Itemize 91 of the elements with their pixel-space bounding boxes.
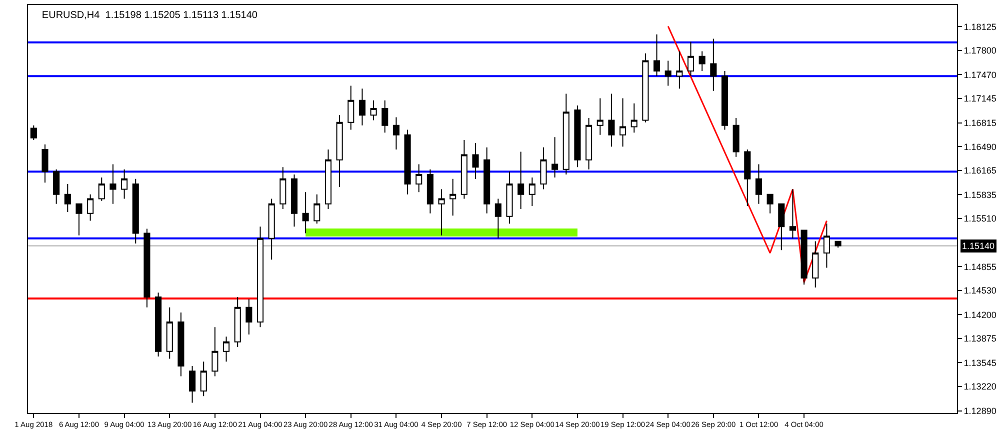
candlestick [472, 142, 479, 180]
candlestick [528, 176, 536, 207]
candlestick [314, 194, 320, 224]
y-tick-label: 1.13220 [964, 382, 996, 392]
candlestick [121, 168, 128, 200]
candlestick [812, 240, 819, 288]
y-tick-label: 1.17145 [964, 94, 996, 104]
candlestick [766, 194, 774, 214]
candlestick [144, 228, 150, 308]
candlestick [132, 178, 139, 244]
candlestick [280, 166, 286, 210]
candlestick [676, 50, 683, 90]
candlestick [426, 168, 434, 214]
candlestick [574, 105, 581, 168]
candlestick [234, 296, 241, 348]
candlestick [642, 52, 649, 123]
candlestick [336, 114, 343, 188]
candlestick [494, 198, 502, 239]
candlestick [155, 292, 162, 357]
candlestick [710, 38, 717, 92]
candlestick [382, 100, 388, 134]
candlestick [189, 366, 196, 404]
candlestick [562, 93, 570, 176]
candlestick [76, 203, 82, 236]
candlestick [506, 171, 513, 224]
candlestick [755, 164, 762, 204]
candlestick [200, 361, 207, 397]
y-tick-label: 1.13875 [964, 334, 996, 344]
candlestick [630, 102, 638, 134]
candlestick [608, 93, 615, 148]
candlestick [687, 41, 694, 77]
candlestick [460, 140, 468, 200]
candlestick [596, 98, 604, 136]
y-tick-label: 1.16490 [964, 142, 996, 152]
candlestick [110, 164, 116, 204]
candlestick [586, 118, 592, 170]
candlestick [416, 164, 422, 193]
y-tick-label: 1.14530 [964, 286, 996, 296]
y-tick-label: 1.18125 [964, 22, 996, 32]
ref-line-label: 1.15140 [962, 241, 995, 251]
y-tick-label: 1.16165 [964, 166, 996, 176]
y-tick-label: 1.15835 [964, 190, 996, 200]
candlestick [834, 240, 842, 248]
y-tick-label: 1.15510 [964, 214, 996, 224]
line-series [667, 26, 828, 284]
candlestick [654, 34, 660, 77]
candlestick [789, 188, 796, 239]
candlestick [744, 149, 751, 207]
candlestick [540, 146, 547, 190]
candlestick [620, 98, 626, 148]
candlestick [256, 226, 264, 328]
candlestick [98, 176, 105, 202]
candlestick [178, 312, 184, 377]
y-tick-label: 1.14855 [964, 262, 996, 272]
candlestick [246, 298, 252, 335]
candlestick [302, 192, 309, 234]
candlestick [222, 336, 230, 362]
candlestick [358, 88, 366, 126]
y-tick-label: 1.16815 [964, 118, 996, 128]
candlestick [732, 118, 740, 158]
candlestick [370, 100, 377, 121]
candlestick [268, 198, 275, 260]
candlestick [823, 223, 830, 268]
candlestick [290, 174, 298, 228]
y-tick-label: 1.12890 [964, 406, 996, 416]
candlestick [778, 203, 785, 251]
y-tick-label: 1.14200 [964, 310, 996, 320]
candlestick [552, 136, 558, 178]
candlestick [484, 146, 490, 214]
text: EURUSD,H4 1.15198 1.15205 1.15113 1.15140 [42, 10, 258, 21]
candlestick [800, 230, 808, 286]
candlestick [348, 85, 354, 130]
candlestick [87, 194, 94, 222]
y-tick-label: 1.13545 [964, 358, 996, 368]
candlestick [518, 151, 524, 210]
candlestick [698, 50, 706, 72]
candlestick [212, 326, 218, 377]
candlestick [438, 188, 445, 236]
candlestick [392, 116, 400, 150]
y-tick-label: 1.17800 [964, 46, 996, 56]
candlestick [53, 168, 60, 204]
candlestick [42, 144, 48, 184]
candlestick [166, 306, 173, 360]
candlestick [30, 124, 37, 141]
y-tick-label: 1.17470 [964, 70, 996, 80]
candlestick [450, 178, 456, 216]
candlestick [721, 70, 728, 130]
candlestick [324, 149, 332, 210]
candlestick [664, 60, 672, 86]
candlestick [64, 184, 71, 212]
candlestick [404, 129, 411, 195]
